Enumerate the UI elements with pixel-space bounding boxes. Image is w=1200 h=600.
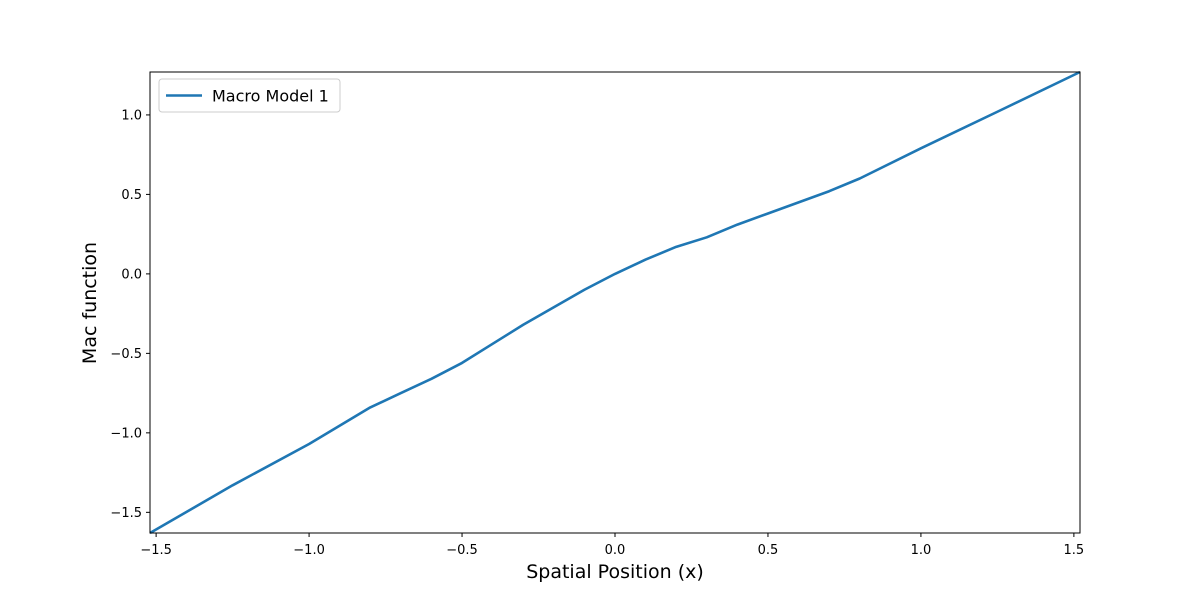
x-tick-label: 1.5 <box>1064 543 1085 558</box>
x-axis-label: Spatial Position (x) <box>526 561 704 583</box>
x-tick-label: 0.0 <box>605 543 626 558</box>
x-axis: −1.5 −1.0 −0.5 0.0 0.5 1.0 1.5 <box>140 533 1084 558</box>
legend-box <box>158 78 341 113</box>
plot-frame <box>149 71 1081 534</box>
series-line-0 <box>149 70 1081 535</box>
legend-label: Macro Model 1 <box>212 87 329 106</box>
y-tick-label: −0.5 <box>110 347 142 362</box>
legend: Macro Model 1 <box>158 78 341 113</box>
y-tick-label: 1.0 <box>121 108 142 123</box>
x-tick-label: −1.0 <box>293 543 325 558</box>
y-tick-label: 0.5 <box>121 188 142 203</box>
y-axis: −1.5 −1.0 −0.5 0.0 0.5 1.0 <box>110 108 150 521</box>
x-tick-label: 0.5 <box>758 543 779 558</box>
x-tick-label: −0.5 <box>446 543 478 558</box>
y-tick-label: 0.0 <box>121 267 142 282</box>
x-tick-label: −1.5 <box>140 543 172 558</box>
y-axis-label: Mac function <box>79 242 101 364</box>
x-tick-label: 1.0 <box>911 543 932 558</box>
plot-area <box>149 70 1081 535</box>
y-tick-label: −1.5 <box>110 506 142 521</box>
y-tick-label: −1.0 <box>110 426 142 441</box>
